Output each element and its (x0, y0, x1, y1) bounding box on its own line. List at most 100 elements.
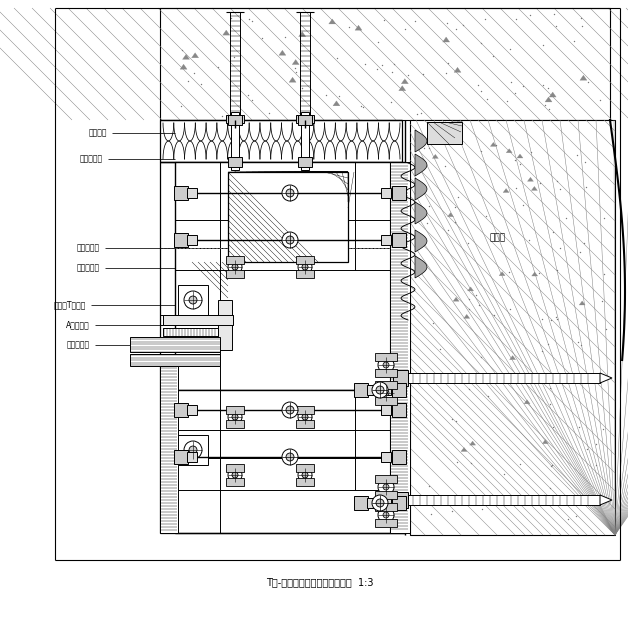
Text: 幕墙支支骨: 幕墙支支骨 (77, 243, 100, 253)
Circle shape (298, 260, 312, 274)
Circle shape (378, 357, 394, 373)
Bar (228, 115, 242, 125)
Circle shape (232, 414, 238, 420)
Bar (392, 233, 406, 247)
Bar (218, 300, 232, 350)
Circle shape (378, 385, 394, 401)
Circle shape (286, 189, 294, 197)
Polygon shape (415, 154, 427, 176)
Bar (174, 186, 188, 200)
Circle shape (286, 406, 294, 414)
Text: 陶瓷幕墙板: 陶瓷幕墙板 (67, 340, 90, 350)
Polygon shape (289, 77, 296, 82)
Text: 化学锚栓: 化学锚栓 (89, 129, 107, 137)
Polygon shape (509, 355, 516, 360)
Bar (375, 369, 397, 377)
Polygon shape (468, 287, 474, 291)
Circle shape (232, 264, 238, 270)
Polygon shape (223, 30, 230, 35)
Bar (375, 397, 397, 405)
Circle shape (383, 390, 389, 396)
Bar (130, 354, 220, 366)
Bar (393, 492, 408, 508)
Bar (375, 519, 397, 527)
Text: A型橡胶料: A型橡胶料 (66, 321, 90, 329)
Polygon shape (506, 149, 512, 153)
Polygon shape (550, 92, 556, 97)
Polygon shape (517, 154, 523, 158)
Circle shape (232, 472, 238, 478)
Circle shape (286, 236, 294, 244)
Circle shape (378, 479, 394, 495)
Circle shape (383, 512, 389, 518)
Bar (163, 328, 218, 336)
Bar (226, 270, 244, 278)
Polygon shape (415, 130, 427, 152)
Circle shape (302, 264, 308, 270)
Bar (174, 233, 188, 247)
Bar (381, 498, 391, 508)
Bar (375, 475, 397, 483)
Polygon shape (355, 25, 362, 30)
Bar (160, 120, 402, 162)
Bar (296, 478, 314, 486)
Bar (367, 498, 377, 508)
Bar (163, 315, 233, 325)
Circle shape (376, 499, 384, 507)
Bar (354, 496, 368, 510)
Text: 普钢钢夹码: 普钢钢夹码 (80, 155, 103, 163)
Bar (187, 452, 197, 462)
Polygon shape (580, 76, 587, 80)
Bar (296, 464, 314, 472)
Bar (226, 464, 244, 472)
Circle shape (282, 402, 298, 418)
Polygon shape (454, 67, 461, 72)
Bar (296, 115, 314, 123)
Polygon shape (531, 186, 538, 191)
Bar (296, 256, 314, 264)
Bar (226, 256, 244, 264)
Bar (381, 385, 391, 395)
Bar (392, 450, 406, 464)
Circle shape (298, 468, 312, 482)
Bar (226, 406, 244, 414)
Bar (410, 120, 615, 535)
Polygon shape (279, 50, 286, 55)
Bar (354, 383, 368, 397)
Bar (390, 162, 410, 533)
Bar (375, 353, 397, 361)
Bar (375, 503, 397, 511)
Circle shape (282, 185, 298, 201)
Bar (226, 478, 244, 486)
Text: 不锈钢T型钢件: 不锈钢T型钢件 (53, 300, 86, 310)
Bar (174, 403, 188, 417)
Polygon shape (579, 301, 585, 305)
Bar (175, 390, 405, 533)
Bar (296, 420, 314, 428)
Polygon shape (600, 373, 612, 383)
Circle shape (282, 232, 298, 248)
Polygon shape (490, 142, 496, 146)
Bar (226, 115, 244, 123)
Bar (375, 381, 397, 389)
Polygon shape (415, 230, 427, 252)
Bar (228, 157, 242, 167)
Circle shape (228, 260, 242, 274)
Bar (392, 496, 406, 510)
Circle shape (282, 449, 298, 465)
Bar (298, 115, 312, 125)
Circle shape (184, 441, 202, 459)
Polygon shape (328, 19, 336, 24)
Circle shape (184, 291, 202, 309)
Bar (393, 370, 408, 386)
Polygon shape (543, 439, 548, 444)
Bar (160, 366, 178, 533)
Polygon shape (443, 37, 450, 42)
Polygon shape (532, 272, 538, 276)
Circle shape (372, 495, 388, 511)
Bar (174, 450, 188, 464)
Bar (375, 491, 397, 499)
Polygon shape (524, 400, 530, 404)
Bar (392, 403, 406, 417)
Bar (392, 383, 406, 397)
